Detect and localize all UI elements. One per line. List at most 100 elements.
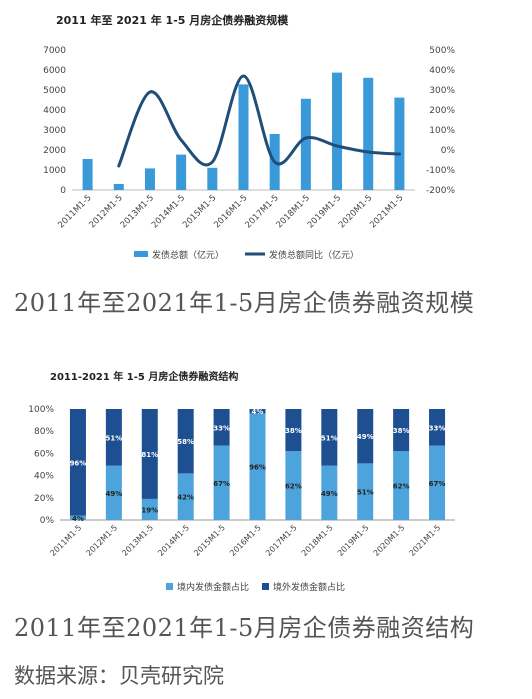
chart1-bar <box>363 77 374 190</box>
chart2-data-label-overseas: 38% <box>285 427 302 435</box>
chart1-y-tick-label: 3000 <box>43 126 66 136</box>
chart1-bar <box>144 168 155 190</box>
chart2-data-label-domestic: 4% <box>72 515 84 523</box>
chart2-data-label-domestic: 96% <box>249 464 266 472</box>
legend-swatch-bar <box>134 251 148 257</box>
chart2-x-tick-label: 2017M1-5 <box>264 523 299 558</box>
chart1-y-tick-label: 4000 <box>43 106 66 116</box>
chart1-y-tick-label: 7000 <box>43 46 66 56</box>
chart2-bar-domestic <box>105 465 122 520</box>
chart1-y-tick-label: 6000 <box>43 66 66 76</box>
data-source: 数据来源：贝壳研究院 <box>14 664 224 688</box>
chart2-x-tick-label: 2012M1-5 <box>84 523 119 558</box>
chart2-x-tick-label: 2020M1-5 <box>372 523 407 558</box>
chart2-bar-domestic <box>177 473 194 520</box>
chart1-bar <box>300 98 311 190</box>
legend-swatch-overseas <box>262 583 269 590</box>
chart2-bars: 4% 96% 49% 51% 19% 81% 42% 58% 67% 33% 96% 4% 62% 38%… <box>70 408 446 523</box>
chart2-data-label-domestic: 42% <box>177 494 194 502</box>
bond-financing-structure-chart: 2011-2021 年 1-5 月房企债券融资结构 100% 80% 60% 40% 2… <box>28 370 455 593</box>
chart2-y-tick-label: 100% <box>28 405 54 415</box>
chart2-bar-overseas <box>69 409 86 516</box>
chart1-x-tick-label: 2021M1-5 <box>368 193 405 230</box>
chart2-y-tick-label: 40% <box>34 472 54 482</box>
chart2-y-tick-label: 20% <box>34 494 54 504</box>
chart2-x-tick-label: 2011M1-5 <box>48 523 83 558</box>
chart2-bar-overseas <box>141 409 158 499</box>
chart2-data-label-domestic: 49% <box>321 490 338 498</box>
chart2-bar-overseas <box>177 409 194 474</box>
legend-swatch-domestic <box>166 583 173 590</box>
chart1-caption: 2011年至2021年1-5月房企债券融资规模 <box>14 289 475 317</box>
chart1-y2-tick-label: 300% <box>429 86 455 96</box>
chart1-legend: 发债总额（亿元） 发债总额同比（亿元） <box>134 249 359 261</box>
chart2-data-label-overseas: 51% <box>321 434 338 442</box>
chart2-data-label-overseas: 33% <box>429 424 446 432</box>
chart1-y2-tick-label: 100% <box>429 126 455 136</box>
chart2-x-tick-label: 2015M1-5 <box>192 523 227 558</box>
legend-label-domestic: 境内发债金额占比 <box>177 581 249 593</box>
chart2-bar-domestic <box>69 515 86 520</box>
chart2-legend: 境内发债金额占比 境外发债金额占比 <box>166 581 345 593</box>
chart1-y-tick-label: 1000 <box>43 166 66 176</box>
chart2-bar-domestic <box>285 451 302 520</box>
chart2-bar-overseas <box>213 409 230 446</box>
chart1-bar <box>332 72 343 190</box>
chart1-bar <box>82 159 93 190</box>
chart1-y2-tick-label: 0% <box>441 146 456 156</box>
chart2-x-tick-label: 2018M1-5 <box>300 523 335 558</box>
chart2-data-label-domestic: 62% <box>393 483 410 491</box>
chart2-bar-overseas <box>285 409 302 452</box>
chart1-y-tick-label: 0 <box>60 186 66 196</box>
chart1-y2-tick-label: 200% <box>429 106 455 116</box>
chart1-y2-tick-label: 400% <box>429 66 455 76</box>
chart2-data-label-domestic: 67% <box>429 480 446 488</box>
chart2-x-tick-label: 2016M1-5 <box>228 523 263 558</box>
chart2-bar-overseas <box>105 409 122 466</box>
chart1-bar <box>176 154 187 190</box>
chart2-bar-domestic <box>249 413 266 520</box>
chart2-title: 2011-2021 年 1-5 月房企债券融资结构 <box>50 370 238 383</box>
chart2-bar-domestic <box>321 465 338 520</box>
chart2-data-label-overseas: 49% <box>357 433 374 441</box>
chart1-y2-tick-label: -100% <box>426 166 455 176</box>
chart2-bar-domestic <box>141 498 158 520</box>
chart2-data-label-overseas: 4% <box>252 408 264 416</box>
chart1-y-tick-label: 5000 <box>43 86 66 96</box>
chart1-bar <box>113 184 124 190</box>
chart2-data-label-overseas: 81% <box>141 451 158 459</box>
bond-financing-scale-chart: 2011 年至 2021 年 1-5 月房企债券融资规模 7000 6000 500… <box>43 13 455 261</box>
chart2-x-tick-label: 2021M1-5 <box>408 523 443 558</box>
chart2-bar-overseas <box>393 409 410 452</box>
chart2-bar-overseas <box>321 409 338 466</box>
chart2-bar-overseas <box>249 409 266 414</box>
chart2-bar-domestic <box>429 445 446 520</box>
chart1-y2-tick-label: -200% <box>426 186 455 196</box>
chart2-data-label-overseas: 96% <box>70 459 87 467</box>
chart2-data-label-overseas: 33% <box>213 424 230 432</box>
chart1-bar <box>394 97 405 190</box>
chart2-y-tick-label: 80% <box>34 427 54 437</box>
chart2-x-tick-label: 2019M1-5 <box>336 523 371 558</box>
chart1-yoy-line <box>117 74 401 168</box>
legend-label-bar: 发债总额（亿元） <box>152 249 224 261</box>
chart2-axes: 100% 80% 60% 40% 20% 0%2011M1-5 2012M1-5 2013M1… <box>28 405 455 558</box>
chart1-bar <box>238 84 249 190</box>
chart1-bar <box>207 167 218 190</box>
chart1-y-tick-label: 2000 <box>43 146 66 156</box>
chart2-data-label-overseas: 58% <box>177 438 194 446</box>
chart2-data-label-domestic: 62% <box>285 483 302 491</box>
chart2-bar-overseas <box>429 409 446 446</box>
chart2-bar-domestic <box>357 463 374 520</box>
chart2-data-label-domestic: 19% <box>141 506 158 514</box>
chart2-data-label-overseas: 51% <box>105 434 122 442</box>
chart2-data-label-domestic: 67% <box>213 480 230 488</box>
chart2-y-tick-label: 0% <box>40 516 55 526</box>
legend-label-line: 发债总额同比（亿元） <box>269 249 359 261</box>
chart2-caption: 2011年至2021年1-5月房企债券融资结构 <box>14 614 475 642</box>
chart1-axes: 7000 6000 5000 4000 3000 2000 1000 0 500% 400% 300… <box>43 46 455 230</box>
legend-label-overseas: 境外发债金额占比 <box>273 581 345 593</box>
chart2-bar-domestic <box>213 445 230 520</box>
chart2-bar-domestic <box>393 451 410 520</box>
chart2-bar-overseas <box>357 409 374 464</box>
